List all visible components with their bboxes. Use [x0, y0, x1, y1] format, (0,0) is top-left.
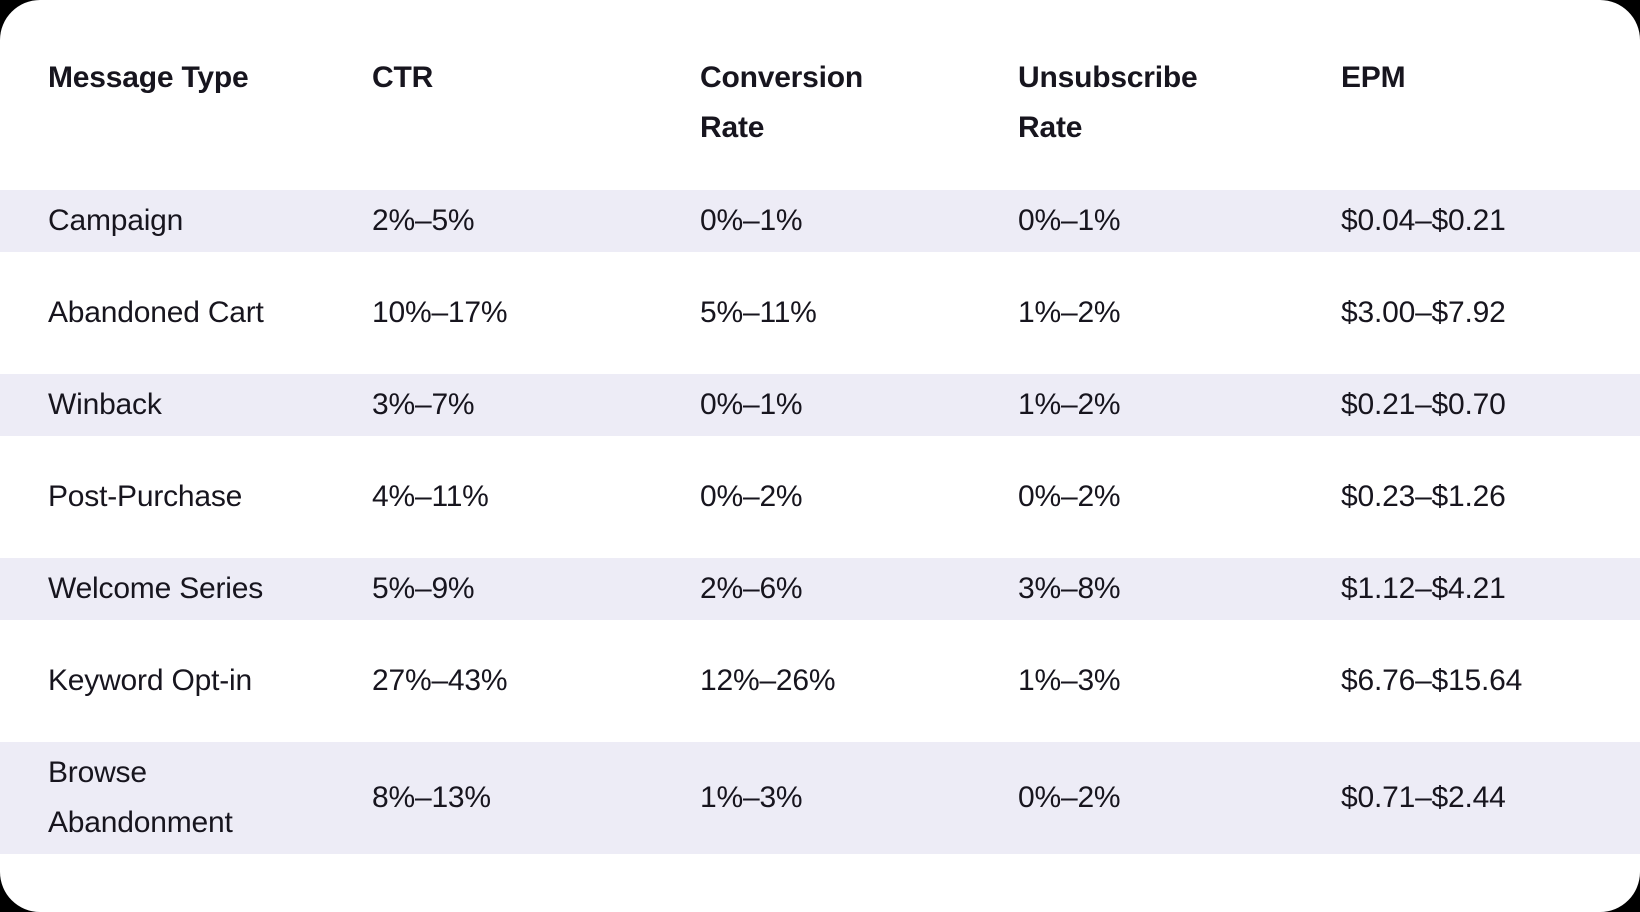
cell-text: Post-Purchase	[48, 480, 243, 513]
table-cell: 2%–6%	[700, 564, 1018, 614]
cell-text: $0.21–$0.70	[1341, 388, 1506, 421]
table-body: Campaign 2%–5% 0%–1% 0%–1% $0.04–$0.21 Abando…	[0, 190, 1640, 854]
table-row: Winback 3%–7% 0%–1% 1%–2% $0.21–$0.70	[0, 374, 1640, 436]
table-cell: 10%–17%	[372, 288, 700, 338]
table-cell: 1%–2%	[1018, 380, 1341, 430]
cell-text: $0.71–$2.44	[1341, 781, 1506, 814]
cell-text: 3%–7%	[372, 388, 475, 421]
cell-text: 1%–3%	[1018, 664, 1121, 697]
column-header-label: Unsubscribe	[1018, 61, 1198, 94]
cell-text: $6.76–$15.64	[1341, 664, 1523, 697]
cell-text: 2%–6%	[700, 572, 803, 605]
cell-text: 0%–1%	[700, 204, 803, 237]
table-cell: 27%–43%	[372, 656, 700, 706]
table-cell: $0.71–$2.44	[1341, 773, 1592, 823]
cell-text: 4%–11%	[372, 480, 489, 513]
column-header-label: Conversion	[700, 61, 864, 94]
column-header-label: CTR	[372, 61, 434, 94]
table-cell: 0%–2%	[1018, 773, 1341, 823]
table-cell: Keyword Opt-in	[48, 656, 372, 706]
table-row: Campaign 2%–5% 0%–1% 0%–1% $0.04–$0.21	[0, 190, 1640, 252]
table-cell: $0.21–$0.70	[1341, 380, 1592, 430]
table-cell: 0%–1%	[700, 380, 1018, 430]
table-row: Post-Purchase 4%–11% 0%–2% 0%–2% $0.23–$1.26	[0, 466, 1640, 528]
table-cell: 0%–2%	[1018, 472, 1341, 522]
cell-text: Keyword Opt-in	[48, 664, 252, 697]
cell-text: Browse Abandonment	[48, 756, 233, 839]
table-cell: 1%–3%	[1018, 656, 1341, 706]
table-cell: $6.76–$15.64	[1341, 656, 1592, 706]
table-cell: 8%–13%	[372, 773, 700, 823]
column-header-epm: EPM	[1341, 53, 1592, 153]
column-header-label: EPM	[1341, 61, 1406, 94]
table-row: Keyword Opt-in 27%–43% 12%–26% 1%–3% $6.76–$…	[0, 650, 1640, 712]
cell-text: 0%–2%	[1018, 480, 1121, 513]
cell-text: 0%–2%	[700, 480, 803, 513]
column-header-label: Message Type	[48, 61, 249, 94]
cell-text: 0%–1%	[1018, 204, 1121, 237]
table-cell: Campaign	[48, 196, 372, 246]
table-cell: 2%–5%	[372, 196, 700, 246]
cell-text: 2%–5%	[372, 204, 475, 237]
table-cell: Browse Abandonment	[48, 748, 372, 848]
table-header-row: Message Type CTR Conversion Rate Unsubsc…	[0, 0, 1640, 153]
cell-text: $3.00–$7.92	[1341, 296, 1506, 329]
table-cell: Winback	[48, 380, 372, 430]
table-cell: $0.23–$1.26	[1341, 472, 1592, 522]
table-cell: $0.04–$0.21	[1341, 196, 1592, 246]
table-row: Abandoned Cart 10%–17% 5%–11% 1%–2% $3.00–$7…	[0, 282, 1640, 344]
cell-text: $0.04–$0.21	[1341, 204, 1506, 237]
column-header-label-line2: Rate	[700, 111, 765, 144]
table-row: Welcome Series 5%–9% 2%–6% 3%–8% $1.12–$4.21	[0, 558, 1640, 620]
table-cell: Abandoned Cart	[48, 288, 372, 338]
cell-text: 0%–1%	[700, 388, 803, 421]
table-cell: Post-Purchase	[48, 472, 372, 522]
table-cell: Welcome Series	[48, 564, 372, 614]
table-cell: 3%–8%	[1018, 564, 1341, 614]
table-cell: 0%–1%	[700, 196, 1018, 246]
cell-text: Welcome Series	[48, 572, 264, 605]
table-cell: $3.00–$7.92	[1341, 288, 1592, 338]
column-header-ctr: CTR	[372, 53, 700, 153]
table-cell: 12%–26%	[700, 656, 1018, 706]
cell-text: 3%–8%	[1018, 572, 1121, 605]
table-cell: $1.12–$4.21	[1341, 564, 1592, 614]
column-header-conversion-rate: Conversion Rate	[700, 53, 1018, 153]
table-cell: 5%–9%	[372, 564, 700, 614]
table-cell: 5%–11%	[700, 288, 1018, 338]
cell-text: 10%–17%	[372, 296, 508, 329]
cell-text: $0.23–$1.26	[1341, 480, 1506, 513]
table-row: Browse Abandonment 8%–13% 1%–3% 0%–2% $0.71–…	[0, 742, 1640, 854]
column-header-message-type: Message Type	[48, 53, 372, 153]
table-cell: 1%–3%	[700, 773, 1018, 823]
table-cell: 3%–7%	[372, 380, 700, 430]
cell-text: Abandoned Cart	[48, 296, 264, 329]
table-cell: 0%–1%	[1018, 196, 1341, 246]
cell-text: 1%–2%	[1018, 388, 1121, 421]
column-header-label-line2: Rate	[1018, 111, 1083, 144]
cell-text: 1%–2%	[1018, 296, 1121, 329]
cell-text: Winback	[48, 388, 162, 421]
cell-text: 1%–3%	[700, 781, 803, 814]
cell-text: 5%–9%	[372, 572, 475, 605]
cell-text: 27%–43%	[372, 664, 508, 697]
cell-text: 12%–26%	[700, 664, 836, 697]
cell-text: $1.12–$4.21	[1341, 572, 1506, 605]
cell-text: Campaign	[48, 204, 184, 237]
table-cell: 1%–2%	[1018, 288, 1341, 338]
table-cell: 4%–11%	[372, 472, 700, 522]
cell-text: 8%–13%	[372, 781, 491, 814]
column-header-unsubscribe-rate: Unsubscribe Rate	[1018, 53, 1341, 153]
cell-text: 5%–11%	[700, 296, 817, 329]
table-cell: 0%–2%	[700, 472, 1018, 522]
cell-text: 0%–2%	[1018, 781, 1121, 814]
